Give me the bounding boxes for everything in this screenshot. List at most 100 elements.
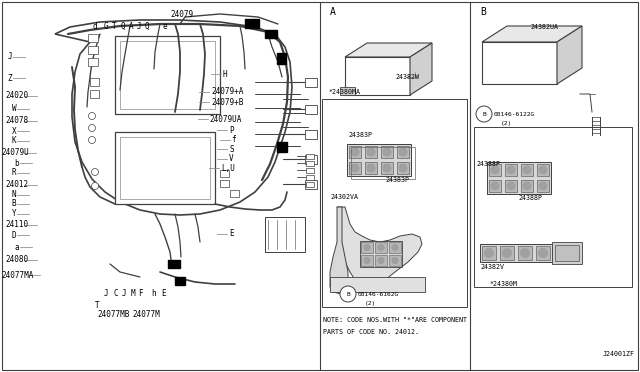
Bar xyxy=(305,180,317,189)
Bar xyxy=(397,161,410,174)
Circle shape xyxy=(364,257,371,264)
Circle shape xyxy=(522,182,531,190)
Circle shape xyxy=(520,248,530,258)
Bar xyxy=(362,255,372,266)
Text: h: h xyxy=(151,289,156,298)
Circle shape xyxy=(502,248,512,258)
Bar xyxy=(245,19,259,28)
Bar xyxy=(365,161,378,174)
Bar xyxy=(175,277,185,285)
Circle shape xyxy=(378,244,385,251)
Bar xyxy=(376,255,387,266)
Polygon shape xyxy=(410,43,432,95)
Text: P: P xyxy=(229,126,234,135)
Text: X: X xyxy=(12,127,16,136)
Bar xyxy=(488,180,501,192)
Bar xyxy=(306,154,314,159)
Bar xyxy=(381,145,394,158)
Circle shape xyxy=(392,257,399,264)
Text: 24302VA: 24302VA xyxy=(330,194,358,200)
Circle shape xyxy=(484,248,494,258)
Bar xyxy=(381,161,394,174)
Bar xyxy=(504,164,517,176)
Polygon shape xyxy=(482,26,582,42)
Text: 24012: 24012 xyxy=(5,180,28,189)
Text: 24079+A: 24079+A xyxy=(211,87,244,96)
Bar xyxy=(518,246,532,260)
Bar xyxy=(168,260,180,268)
Bar xyxy=(330,277,425,292)
Text: *24380MA: *24380MA xyxy=(329,89,361,95)
Circle shape xyxy=(88,125,95,131)
Circle shape xyxy=(383,164,392,173)
Bar xyxy=(90,78,99,86)
Bar xyxy=(220,170,229,177)
Text: 24079+B: 24079+B xyxy=(211,98,244,107)
Bar xyxy=(487,162,551,194)
Text: 24077MB: 24077MB xyxy=(98,310,130,319)
Bar xyxy=(265,217,305,252)
Bar xyxy=(88,46,98,54)
Polygon shape xyxy=(337,207,422,285)
Text: 24077M: 24077M xyxy=(132,310,160,319)
Text: 24388P: 24388P xyxy=(476,161,500,167)
Bar xyxy=(349,161,362,174)
Text: D: D xyxy=(12,231,16,240)
Text: 24077MA: 24077MA xyxy=(1,271,34,280)
Bar xyxy=(500,246,514,260)
Bar xyxy=(340,87,355,95)
Polygon shape xyxy=(330,207,348,294)
Circle shape xyxy=(383,148,392,157)
Text: M: M xyxy=(130,289,135,298)
Bar xyxy=(536,180,549,192)
Text: 24078: 24078 xyxy=(5,116,28,125)
Text: 24383P: 24383P xyxy=(348,132,372,138)
Bar xyxy=(351,147,415,179)
Bar xyxy=(362,242,372,253)
Text: (2): (2) xyxy=(501,122,512,126)
Text: J: J xyxy=(104,289,109,298)
Text: 24383P: 24383P xyxy=(385,177,409,183)
Text: Q: Q xyxy=(120,22,125,31)
Text: V: V xyxy=(229,154,234,163)
Text: f: f xyxy=(232,135,236,144)
Text: 24079UA: 24079UA xyxy=(210,115,243,124)
Bar xyxy=(555,245,579,261)
Bar xyxy=(120,137,210,199)
Circle shape xyxy=(506,182,515,190)
Circle shape xyxy=(399,164,408,173)
Circle shape xyxy=(538,166,547,174)
Text: 24080: 24080 xyxy=(5,255,28,264)
Bar xyxy=(306,168,314,173)
Bar xyxy=(376,242,387,253)
Text: 24388P: 24388P xyxy=(518,195,542,201)
Bar xyxy=(305,155,317,164)
Bar xyxy=(305,130,317,139)
Text: A: A xyxy=(129,22,134,31)
Circle shape xyxy=(367,164,376,173)
Text: E: E xyxy=(229,229,234,238)
Bar xyxy=(306,175,314,180)
Bar xyxy=(520,164,533,176)
Bar xyxy=(349,145,362,158)
Bar xyxy=(536,164,549,176)
Text: (2): (2) xyxy=(365,301,376,307)
Text: L,U: L,U xyxy=(221,164,235,173)
Circle shape xyxy=(364,244,371,251)
Text: J: J xyxy=(8,52,12,61)
Bar xyxy=(88,58,98,66)
Text: J: J xyxy=(136,22,141,31)
Bar xyxy=(347,144,411,176)
Text: 24020: 24020 xyxy=(5,92,28,100)
Bar xyxy=(306,182,314,187)
Text: J24001ZF: J24001ZF xyxy=(603,351,635,357)
Bar xyxy=(277,142,287,152)
Bar xyxy=(305,78,317,87)
Polygon shape xyxy=(345,57,410,95)
Bar xyxy=(480,244,552,262)
Circle shape xyxy=(367,148,376,157)
Bar xyxy=(90,90,99,98)
Text: H: H xyxy=(223,70,227,79)
Bar xyxy=(536,246,550,260)
Circle shape xyxy=(88,137,95,144)
